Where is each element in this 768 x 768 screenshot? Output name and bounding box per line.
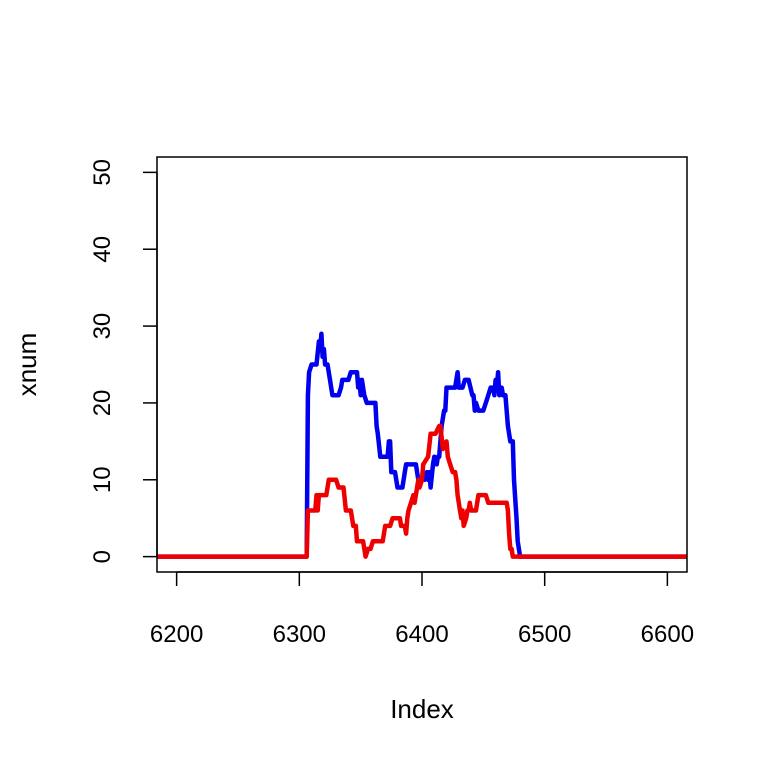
plot-lines [157, 331, 687, 559]
y-tick-label: 30 [89, 313, 116, 340]
plot-frame [156, 156, 688, 573]
x-tick-label: 6300 [273, 621, 326, 648]
y-axis: 0 10 20 30 40 50 [89, 159, 158, 563]
x-axis-label: Index [390, 694, 454, 724]
x-tick-label: 6200 [150, 621, 203, 648]
y-tick-label: 10 [89, 466, 116, 493]
y-tick-label: 0 [89, 550, 116, 563]
x-tick-label: 6400 [395, 621, 448, 648]
series-line-2 [157, 423, 687, 559]
y-tick-label: 20 [89, 390, 116, 417]
x-tick-label: 6600 [641, 621, 694, 648]
y-tick-label: 50 [89, 159, 116, 186]
x-tick-label: 6500 [518, 621, 571, 648]
x-axis: 6200 6300 6400 6500 6600 [150, 571, 694, 648]
y-tick-label: 40 [89, 236, 116, 263]
series-line-1 [157, 331, 687, 559]
y-axis-label: xnum [12, 333, 42, 397]
